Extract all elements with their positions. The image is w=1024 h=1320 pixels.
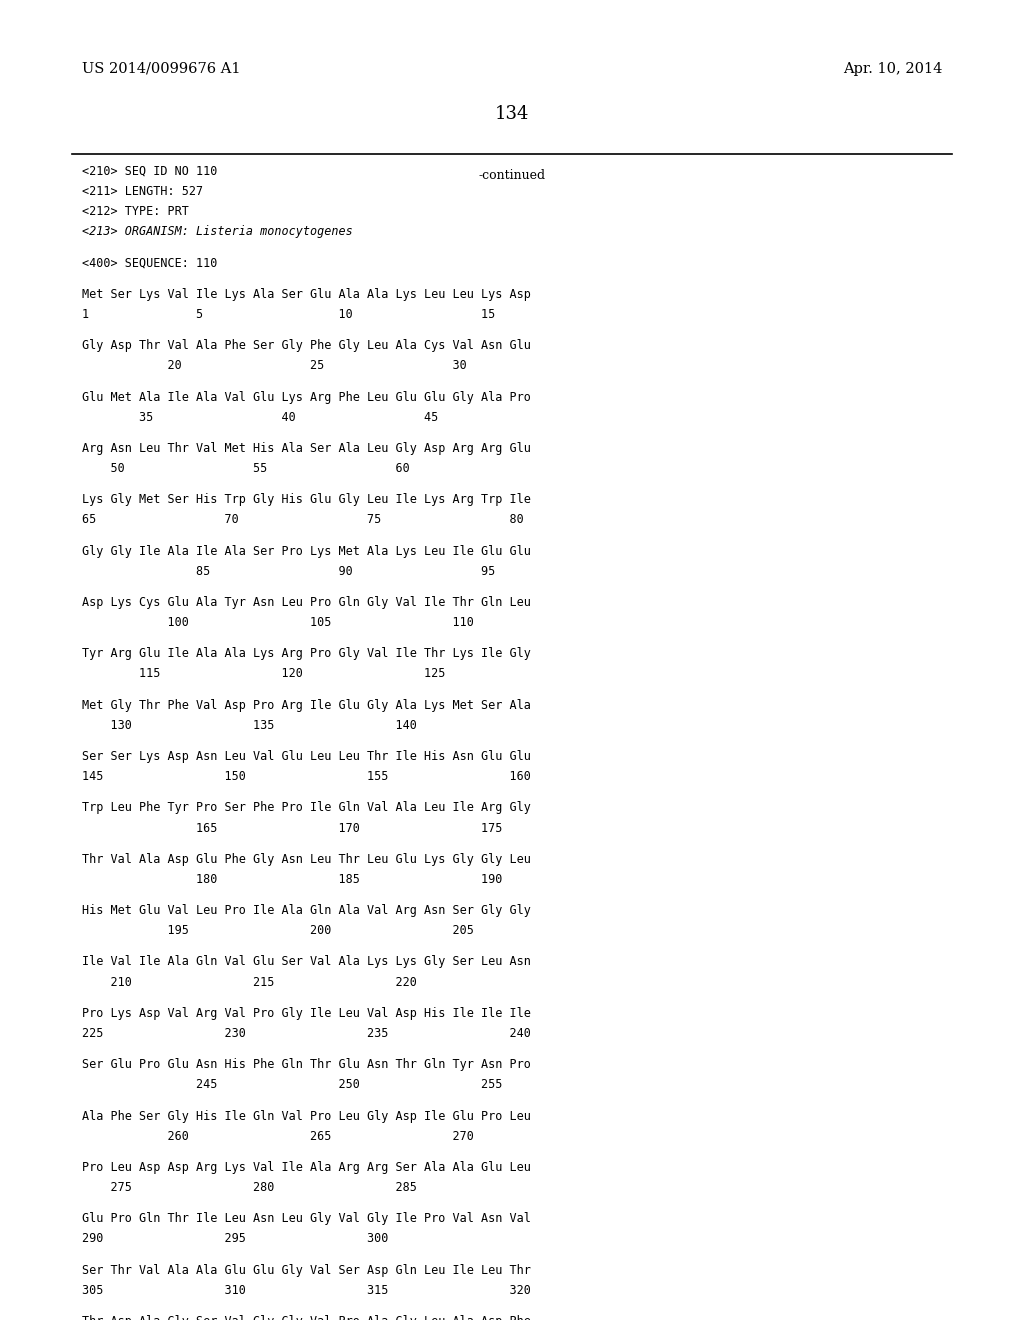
Text: Ile Val Ile Ala Gln Val Glu Ser Val Ala Lys Lys Gly Ser Leu Asn: Ile Val Ile Ala Gln Val Glu Ser Val Ala … [82,956,530,969]
Text: Apr. 10, 2014: Apr. 10, 2014 [843,62,942,77]
Text: 290                 295                 300: 290 295 300 [82,1233,388,1245]
Text: 134: 134 [495,106,529,123]
Text: Met Ser Lys Val Ile Lys Ala Ser Glu Ala Ala Lys Leu Leu Lys Asp: Met Ser Lys Val Ile Lys Ala Ser Glu Ala … [82,288,530,301]
Text: 305                 310                 315                 320: 305 310 315 320 [82,1284,530,1296]
Text: Ser Ser Lys Asp Asn Leu Val Glu Leu Leu Thr Ile His Asn Glu Glu: Ser Ser Lys Asp Asn Leu Val Glu Leu Leu … [82,750,530,763]
Text: 180                 185                 190: 180 185 190 [82,873,503,886]
Text: -continued: -continued [478,169,546,182]
Text: 1               5                   10                  15: 1 5 10 15 [82,308,496,321]
Text: 165                 170                 175: 165 170 175 [82,821,503,834]
Text: <210> SEQ ID NO 110: <210> SEQ ID NO 110 [82,165,217,178]
Text: 145                 150                 155                 160: 145 150 155 160 [82,770,530,783]
Text: His Met Glu Val Leu Pro Ile Ala Gln Ala Val Arg Asn Ser Gly Gly: His Met Glu Val Leu Pro Ile Ala Gln Ala … [82,904,530,917]
Text: 210                 215                 220: 210 215 220 [82,975,417,989]
Text: Ser Thr Val Ala Ala Glu Glu Gly Val Ser Asp Gln Leu Ile Leu Thr: Ser Thr Val Ala Ala Glu Glu Gly Val Ser … [82,1263,530,1276]
Text: Pro Leu Asp Asp Arg Lys Val Ile Ala Arg Arg Ser Ala Ala Glu Leu: Pro Leu Asp Asp Arg Lys Val Ile Ala Arg … [82,1160,530,1173]
Text: 260                 265                 270: 260 265 270 [82,1130,474,1143]
Text: 35                  40                  45: 35 40 45 [82,411,438,424]
Text: 50                  55                  60: 50 55 60 [82,462,410,475]
Text: 65                  70                  75                  80: 65 70 75 80 [82,513,523,527]
Text: <211> LENGTH: 527: <211> LENGTH: 527 [82,185,203,198]
Text: 85                  90                  95: 85 90 95 [82,565,496,578]
Text: Ala Phe Ser Gly His Ile Gln Val Pro Leu Gly Asp Ile Glu Pro Leu: Ala Phe Ser Gly His Ile Gln Val Pro Leu … [82,1110,530,1122]
Text: 245                 250                 255: 245 250 255 [82,1078,503,1092]
Text: 130                 135                 140: 130 135 140 [82,719,417,731]
Text: 275                 280                 285: 275 280 285 [82,1181,417,1195]
Text: Glu Met Ala Ile Ala Val Glu Lys Arg Phe Leu Glu Glu Gly Ala Pro: Glu Met Ala Ile Ala Val Glu Lys Arg Phe … [82,391,530,404]
Text: 20                  25                  30: 20 25 30 [82,359,467,372]
Text: 195                 200                 205: 195 200 205 [82,924,474,937]
Text: Arg Asn Leu Thr Val Met His Ala Ser Ala Leu Gly Asp Arg Arg Glu: Arg Asn Leu Thr Val Met His Ala Ser Ala … [82,442,530,455]
Text: Pro Lys Asp Val Arg Val Pro Gly Ile Leu Val Asp His Ile Ile Ile: Pro Lys Asp Val Arg Val Pro Gly Ile Leu … [82,1007,530,1020]
Text: Ser Glu Pro Glu Asn His Phe Gln Thr Glu Asn Thr Gln Tyr Asn Pro: Ser Glu Pro Glu Asn His Phe Gln Thr Glu … [82,1059,530,1071]
Text: Thr Val Ala Asp Glu Phe Gly Asn Leu Thr Leu Glu Lys Gly Gly Leu: Thr Val Ala Asp Glu Phe Gly Asn Leu Thr … [82,853,530,866]
Text: Met Gly Thr Phe Val Asp Pro Arg Ile Glu Gly Ala Lys Met Ser Ala: Met Gly Thr Phe Val Asp Pro Arg Ile Glu … [82,698,530,711]
Text: Glu Pro Gln Thr Ile Leu Asn Leu Gly Val Gly Ile Pro Val Asn Val: Glu Pro Gln Thr Ile Leu Asn Leu Gly Val … [82,1212,530,1225]
Text: <212> TYPE: PRT: <212> TYPE: PRT [82,206,188,218]
Text: Thr Asp Ala Gly Ser Val Gly Gly Val Pro Ala Gly Leu Ala Asp Phe: Thr Asp Ala Gly Ser Val Gly Gly Val Pro … [82,1315,530,1320]
Text: <213> ORGANISM: Listeria monocytogenes: <213> ORGANISM: Listeria monocytogenes [82,226,352,239]
Text: US 2014/0099676 A1: US 2014/0099676 A1 [82,62,241,77]
Text: Gly Gly Ile Ala Ile Ala Ser Pro Lys Met Ala Lys Leu Ile Glu Glu: Gly Gly Ile Ala Ile Ala Ser Pro Lys Met … [82,545,530,557]
Text: 115                 120                 125: 115 120 125 [82,668,445,681]
Text: 100                 105                 110: 100 105 110 [82,616,474,630]
Text: Trp Leu Phe Tyr Pro Ser Phe Pro Ile Gln Val Ala Leu Ile Arg Gly: Trp Leu Phe Tyr Pro Ser Phe Pro Ile Gln … [82,801,530,814]
Text: Gly Asp Thr Val Ala Phe Ser Gly Phe Gly Leu Ala Cys Val Asn Glu: Gly Asp Thr Val Ala Phe Ser Gly Phe Gly … [82,339,530,352]
Text: Tyr Arg Glu Ile Ala Ala Lys Arg Pro Gly Val Ile Thr Lys Ile Gly: Tyr Arg Glu Ile Ala Ala Lys Arg Pro Gly … [82,647,530,660]
Text: Lys Gly Met Ser His Trp Gly His Glu Gly Leu Ile Lys Arg Trp Ile: Lys Gly Met Ser His Trp Gly His Glu Gly … [82,494,530,507]
Text: 225                 230                 235                 240: 225 230 235 240 [82,1027,530,1040]
Text: Asp Lys Cys Glu Ala Tyr Asn Leu Pro Gln Gly Val Ile Thr Gln Leu: Asp Lys Cys Glu Ala Tyr Asn Leu Pro Gln … [82,595,530,609]
Text: <400> SEQUENCE: 110: <400> SEQUENCE: 110 [82,256,217,269]
